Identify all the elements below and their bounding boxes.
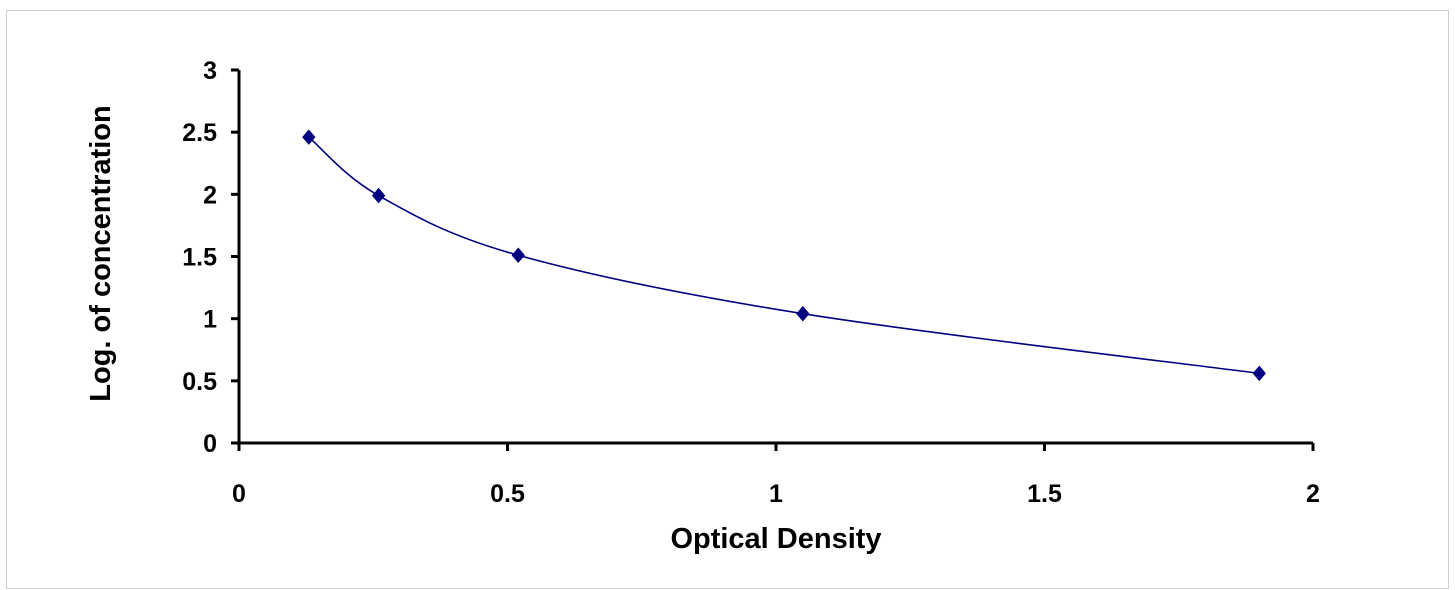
- x-tick-label: 0: [232, 480, 246, 508]
- data-point: [1252, 365, 1266, 382]
- data-point: [511, 247, 525, 264]
- data-point: [796, 305, 810, 322]
- y-tick-label: 0.5: [182, 368, 217, 396]
- series-layer: [302, 129, 1266, 382]
- y-axis: 0 0.5 1 1.5 2 2.5 3: [182, 57, 241, 458]
- y-tick-label: 0: [203, 430, 217, 458]
- y-tick-label: 1.5: [182, 244, 217, 272]
- data-point: [371, 187, 386, 204]
- y-axis-title: Log. of concentration: [85, 105, 117, 401]
- x-tick-label: 2: [1306, 480, 1320, 508]
- x-tick-label: 1: [769, 480, 783, 508]
- data-point: [302, 129, 316, 145]
- y-tick-label: 2: [203, 181, 217, 209]
- series-line: [308, 136, 1260, 375]
- x-tick-label: 0.5: [490, 480, 525, 508]
- x-axis: 0 0.5 1 1.5 2: [232, 441, 1320, 508]
- y-tick-label: 1: [203, 306, 217, 334]
- y-tick-label: 2.5: [182, 119, 217, 147]
- y-tick-label: 3: [203, 57, 217, 85]
- x-tick-label: 1.5: [1027, 480, 1062, 508]
- chart-frame: [6, 10, 1449, 589]
- x-axis-title: Optical Density: [670, 523, 881, 555]
